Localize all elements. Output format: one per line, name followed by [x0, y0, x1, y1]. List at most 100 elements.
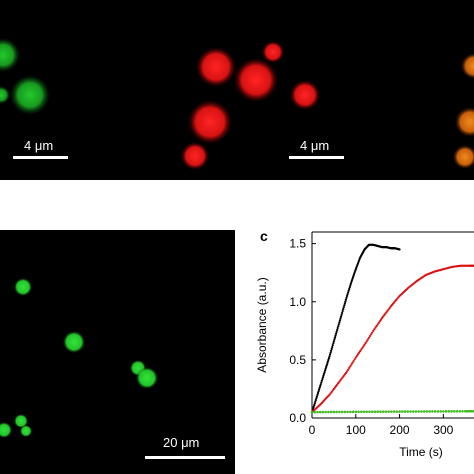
data-point: [351, 410, 355, 414]
data-point: [312, 405, 315, 409]
data-point: [315, 395, 319, 398]
data-point: [329, 410, 333, 414]
data-point: [333, 336, 337, 339]
data-point: [390, 410, 393, 413]
data-point: [357, 351, 361, 354]
data-point: [323, 370, 326, 374]
green-particle: [63, 331, 85, 353]
data-point: [365, 340, 368, 343]
data-point: [313, 402, 316, 405]
red-particle: [262, 41, 284, 63]
data-point: [331, 343, 334, 347]
green-particle: [0, 86, 10, 104]
data-point: [326, 360, 329, 363]
data-point: [352, 359, 355, 363]
data-point: [379, 318, 383, 321]
red-particle: [188, 100, 232, 144]
data-point: [328, 353, 332, 356]
data-point: [325, 365, 328, 368]
data-point: [341, 309, 344, 313]
data-point: [327, 358, 330, 361]
data-point: [363, 343, 366, 346]
data-point: [436, 410, 440, 413]
data-point: [313, 410, 317, 414]
data-point: [355, 354, 358, 358]
data-point: [319, 384, 322, 388]
data-point: [345, 370, 349, 373]
data-point: [354, 410, 358, 414]
data-point: [366, 338, 369, 341]
data-point: [338, 319, 342, 322]
data-point: [378, 320, 381, 323]
green-particle: [136, 367, 158, 389]
data-point: [336, 326, 339, 330]
data-point: [428, 410, 431, 413]
orange-particle: [453, 145, 474, 169]
red-particle: [290, 80, 320, 110]
data-point: [332, 342, 335, 345]
data-point: [331, 345, 334, 349]
data-point: [444, 410, 448, 413]
data-point: [344, 298, 348, 301]
data-point: [365, 410, 369, 414]
data-point: [353, 358, 356, 361]
data-point: [349, 365, 352, 368]
x-axis-label: Time (s): [399, 445, 443, 459]
data-point: [362, 345, 365, 348]
data-point: [318, 388, 321, 391]
data-point: [318, 410, 322, 414]
data-point: [324, 410, 327, 414]
data-point: [335, 330, 338, 333]
green-particle: [0, 422, 12, 438]
data-point: [345, 296, 348, 299]
data-point: [332, 340, 335, 343]
series-2: [310, 409, 474, 414]
data-point: [395, 410, 399, 413]
data-point: [313, 404, 316, 407]
data-point: [357, 410, 360, 414]
data-point: [384, 410, 388, 413]
data-point: [411, 410, 415, 413]
data-point: [377, 321, 380, 324]
data-point: [337, 325, 340, 328]
data-point: [317, 390, 320, 393]
data-point: [379, 410, 382, 414]
data-point: [343, 304, 346, 307]
panel-letter-c: c: [260, 228, 268, 244]
data-point: [327, 410, 330, 414]
data-point: [359, 350, 362, 353]
orange-particle: [461, 53, 474, 79]
data-point: [403, 410, 407, 413]
data-point: [330, 347, 333, 350]
data-point: [431, 410, 434, 413]
data-point: [342, 306, 345, 309]
data-point: [447, 410, 451, 413]
y-tick-label: 1.5: [289, 237, 306, 251]
data-point: [345, 294, 349, 298]
bottom-micrograph-panel: 20 μm: [0, 230, 235, 474]
data-point: [461, 409, 464, 413]
green-particle: [14, 414, 28, 428]
data-point: [329, 351, 332, 354]
data-point: [330, 349, 333, 352]
data-point: [327, 357, 331, 360]
data-point: [340, 313, 343, 316]
data-point: [337, 323, 340, 326]
data-point: [344, 300, 347, 303]
data-point: [324, 369, 327, 372]
data-point: [354, 356, 357, 359]
data-point: [335, 410, 338, 414]
data-point: [318, 386, 321, 389]
data-point: [360, 348, 363, 351]
data-point: [374, 326, 377, 329]
x-tick-label: 200: [390, 423, 410, 437]
data-point: [406, 410, 410, 413]
y-tick-label: 0.5: [289, 353, 306, 367]
red-particle: [196, 47, 236, 87]
data-point: [348, 286, 351, 289]
data-point: [381, 410, 385, 413]
data-point: [359, 410, 363, 414]
data-point: [442, 410, 445, 413]
data-point: [314, 400, 317, 403]
data-point: [373, 328, 376, 331]
